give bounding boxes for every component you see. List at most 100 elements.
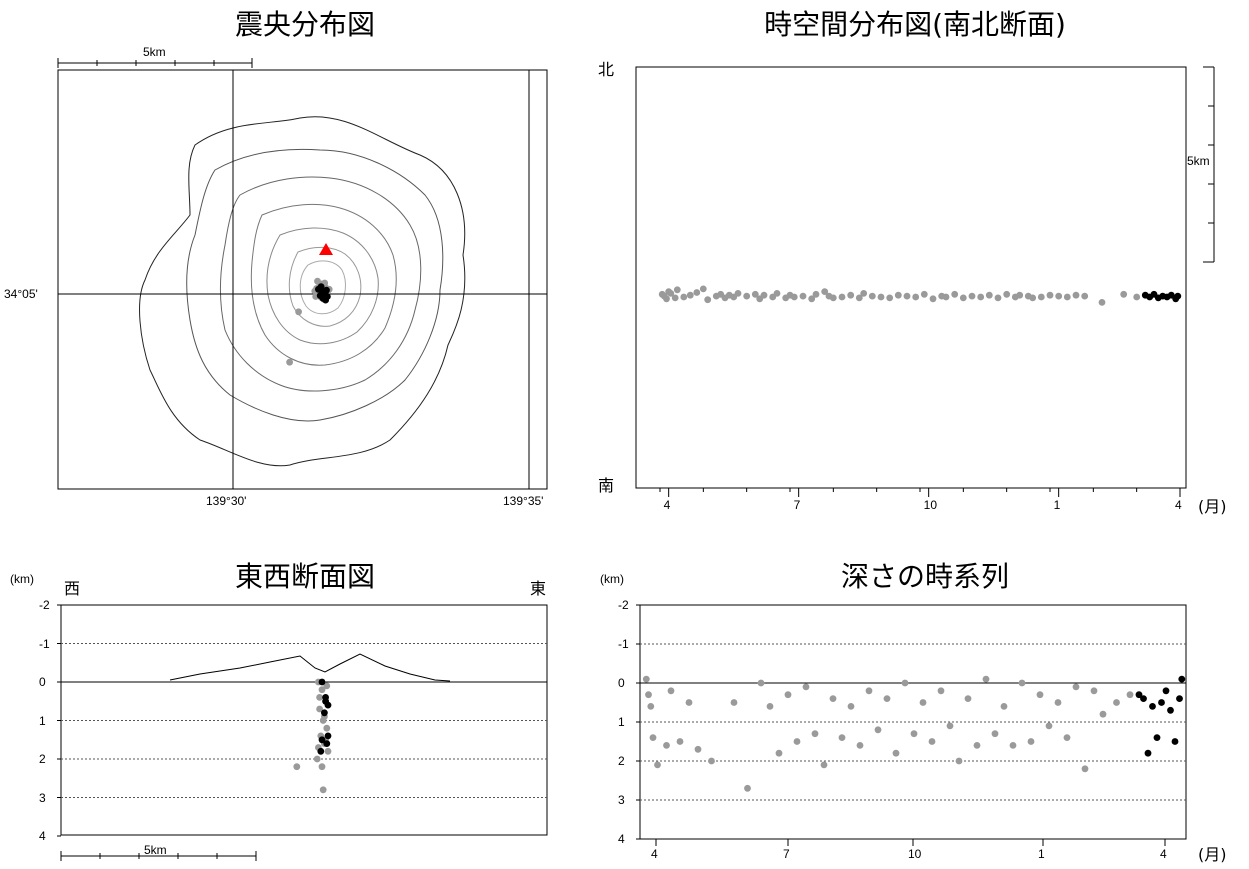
epicenter-point-past bbox=[286, 358, 293, 366]
depthtime-point-past bbox=[744, 784, 751, 792]
depthtime-point-recent bbox=[1149, 703, 1156, 710]
depthtime-month-label: 10 bbox=[908, 847, 922, 861]
depthtime-point-past bbox=[757, 679, 765, 687]
timespace-point-past bbox=[1046, 291, 1054, 299]
depthtime-point-past bbox=[874, 726, 882, 734]
depthtime-point-past bbox=[847, 703, 855, 710]
depthtime-point-past bbox=[775, 749, 783, 757]
depthtime-point-past bbox=[730, 699, 738, 706]
timespace-month-label: 1 bbox=[1053, 498, 1061, 512]
timespace-point-past bbox=[929, 295, 937, 303]
eastwest-point-recent bbox=[323, 740, 331, 747]
eastwest-scale-label: 5km bbox=[144, 843, 167, 857]
eastwest-point-recent bbox=[318, 736, 326, 744]
epicenter-title: 震央分布図 bbox=[234, 8, 375, 41]
timespace-point-past bbox=[829, 294, 837, 302]
depthtime-point-past bbox=[654, 761, 661, 769]
depthtime-depth-label: 2 bbox=[618, 754, 625, 768]
eastwest-title: 東西断面図 bbox=[234, 560, 375, 593]
depthtime-point-past bbox=[946, 722, 954, 730]
depthtime-depth-label: 0 bbox=[618, 676, 625, 690]
depthtime-point-past bbox=[892, 749, 900, 757]
eastwest-point-past bbox=[316, 694, 323, 701]
depthtime-point-past bbox=[793, 738, 801, 745]
depthtime-point-recent bbox=[1171, 738, 1179, 745]
scale-bar bbox=[57, 58, 253, 68]
timespace-point-past bbox=[686, 291, 694, 299]
timespace-point-past bbox=[942, 293, 950, 301]
depthtime-point-past bbox=[685, 699, 693, 706]
timespace-point-past bbox=[860, 290, 868, 297]
timespace-month-label: 4 bbox=[663, 498, 671, 512]
depthtime-point-past bbox=[1018, 679, 1026, 687]
lat-label: 34°05' bbox=[4, 287, 38, 301]
depthtime-point-past bbox=[1054, 699, 1062, 706]
timespace-point-past bbox=[760, 291, 768, 299]
depthtime-point-past bbox=[1126, 691, 1134, 699]
depthtime-depth-label: 4 bbox=[618, 832, 625, 846]
depthtime-point-past bbox=[1045, 722, 1053, 730]
timespace-point-past bbox=[1016, 291, 1024, 299]
depthtime-point-past bbox=[1099, 710, 1107, 718]
timespace-point-past bbox=[1029, 294, 1037, 302]
depthtime-point-past bbox=[928, 738, 936, 745]
depthtime-month-label: 4 bbox=[651, 847, 658, 861]
timespace-point-past bbox=[699, 285, 707, 293]
eastwest-point-past bbox=[313, 755, 321, 763]
eastwest-point-recent bbox=[324, 732, 332, 740]
depthtime-point-past bbox=[991, 730, 999, 738]
eastwest-depth-label: 1 bbox=[39, 713, 46, 728]
topography-profile bbox=[169, 653, 451, 682]
timespace-point-past bbox=[751, 290, 759, 298]
epicenter-point-recent bbox=[317, 283, 325, 290]
timespace-point-past bbox=[671, 294, 679, 302]
depthtime-point-past bbox=[856, 742, 864, 749]
timespace-point-past bbox=[968, 292, 976, 300]
depthtime-point-past bbox=[1036, 691, 1044, 699]
depthtime-point-past bbox=[708, 757, 715, 765]
depthtime-point-recent bbox=[1178, 675, 1186, 683]
timespace-point-past bbox=[920, 290, 928, 298]
depthtime-point-past bbox=[1072, 683, 1080, 691]
eastwest-point-past bbox=[318, 686, 326, 694]
depthtime-point-past bbox=[1090, 687, 1098, 695]
depthtime-point-past bbox=[964, 695, 972, 702]
depthtime-month-ticks bbox=[655, 839, 1166, 846]
depthtime-point-past bbox=[1081, 765, 1089, 773]
timespace-point-past bbox=[1072, 291, 1080, 299]
timespace-point-past bbox=[773, 290, 781, 297]
west-label: 西 bbox=[64, 579, 81, 598]
timespace-point-past bbox=[894, 291, 902, 299]
depthtime-point-past bbox=[982, 675, 990, 683]
timespace-point-past bbox=[855, 294, 863, 302]
depthtime-point-recent bbox=[1135, 691, 1143, 699]
timespace-title: 時空間分布図(南北断面) bbox=[764, 8, 1066, 41]
timespace-scale-label: 5km bbox=[1187, 154, 1210, 168]
epicenter-point-recent bbox=[322, 296, 329, 304]
depthtime-point-past bbox=[647, 703, 655, 710]
timespace-point-past bbox=[790, 293, 798, 301]
timespace-point-past bbox=[680, 293, 688, 301]
depthtime-point-past bbox=[1000, 703, 1008, 710]
eastwest-depth-unit: (km) bbox=[10, 572, 34, 586]
timespace-point-past bbox=[1133, 293, 1141, 301]
eastwest-point-recent bbox=[321, 709, 328, 717]
timespace-point-past bbox=[799, 292, 807, 300]
depthtime-point-past bbox=[645, 691, 652, 699]
eastwest-point-past bbox=[319, 786, 327, 794]
eastwest-depth-label: 4 bbox=[39, 829, 46, 843]
depthtime-point-past bbox=[865, 687, 873, 695]
epicenter-scale-label: 5km bbox=[143, 45, 166, 59]
east-label: 東 bbox=[530, 579, 547, 598]
timespace-point-past bbox=[959, 294, 967, 302]
depthtime-point-past bbox=[901, 679, 909, 687]
lon-label-2: 139°35' bbox=[503, 494, 544, 508]
eastwest-depth-label: 3 bbox=[39, 790, 46, 805]
timespace-point-past bbox=[1120, 290, 1128, 298]
depthtime-point-past bbox=[937, 687, 945, 695]
timespace-point-past bbox=[903, 292, 911, 300]
depthtime-point-recent bbox=[1140, 695, 1147, 702]
